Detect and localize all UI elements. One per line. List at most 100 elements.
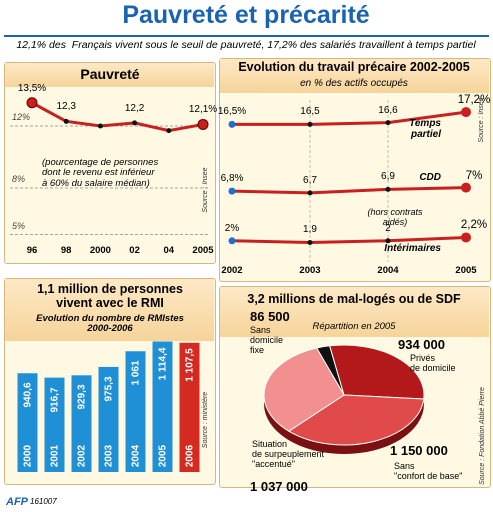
pie-slice bbox=[287, 394, 425, 446]
slice-label: Sans domicile fixe bbox=[250, 325, 284, 355]
x-tick-label: 2003 bbox=[103, 444, 114, 468]
value-label: 916,7 bbox=[49, 387, 60, 413]
page-subtitle: 12,1% des Français vivent sous le seuil … bbox=[16, 39, 476, 51]
value-label: 6,7 bbox=[303, 174, 317, 186]
bar bbox=[152, 341, 173, 472]
y-tick-label: 12% bbox=[12, 112, 31, 122]
line bbox=[231, 235, 467, 244]
value-label: 16,5% bbox=[217, 106, 247, 118]
panel bbox=[4, 62, 216, 264]
value-label: 2,2% bbox=[460, 219, 488, 232]
value-label: 1 061 bbox=[130, 360, 141, 386]
y-tick-label: 8% bbox=[12, 174, 26, 184]
panel-subtitle: Evolution du nombre de RMIstes 2000-2006 bbox=[36, 313, 184, 335]
source: Source : Fondation Abbé Pierre bbox=[479, 387, 487, 485]
page-title: Pauvreté et précarité bbox=[122, 1, 370, 29]
x-tick-label: 2003 bbox=[299, 265, 321, 276]
value-label: 6,9 bbox=[381, 171, 395, 183]
value-label: 2 bbox=[385, 222, 391, 234]
panel-subtitle: en % des actifs occupés bbox=[300, 78, 408, 89]
bar bbox=[44, 377, 65, 472]
x-tick-label: 2000 bbox=[22, 444, 33, 468]
legend-label: Intérimaires bbox=[384, 243, 441, 255]
value-label: 975,3 bbox=[103, 376, 114, 402]
point bbox=[97, 123, 103, 129]
panel-header bbox=[220, 59, 489, 93]
line bbox=[232, 110, 467, 126]
point bbox=[461, 107, 471, 118]
value-label: 1 150 000 bbox=[390, 443, 448, 458]
value-label: 16,5 bbox=[300, 106, 320, 118]
point bbox=[461, 232, 471, 243]
x-tick-label: 2004 bbox=[130, 444, 141, 468]
panel-title: 3,2 millions de mal-logés ou de SDF bbox=[247, 292, 461, 306]
panel bbox=[219, 58, 491, 282]
legend-label: Temps partiel bbox=[409, 118, 441, 141]
x-tick-label: 96 bbox=[26, 245, 38, 256]
point bbox=[166, 128, 172, 134]
point bbox=[385, 238, 391, 244]
value-label: 1 114,4 bbox=[157, 347, 168, 380]
source: Source : Insee bbox=[478, 97, 486, 143]
x-tick-label: 2000 bbox=[89, 245, 111, 256]
point bbox=[228, 187, 236, 195]
point bbox=[307, 121, 313, 127]
slice-label: Sans "confort de base" bbox=[394, 461, 463, 481]
panel-header bbox=[220, 287, 489, 337]
panel-subtitle: Répartition en 2005 bbox=[312, 321, 396, 332]
value-label: 12,1% bbox=[188, 104, 218, 116]
panel-header bbox=[5, 63, 214, 87]
panel-title: Pauvreté bbox=[80, 66, 140, 82]
x-tick-label: 2005 bbox=[192, 245, 214, 256]
point bbox=[228, 120, 236, 128]
value-label: 12,3 bbox=[56, 101, 76, 113]
credit-code: 161007 bbox=[30, 497, 57, 506]
x-tick-label: 2006 bbox=[184, 444, 195, 468]
point bbox=[197, 118, 209, 130]
value-label: 12,2 bbox=[124, 102, 145, 114]
logo: AFP bbox=[6, 496, 28, 508]
pie-slice bbox=[329, 344, 425, 400]
legend-label: CDD bbox=[419, 171, 441, 183]
bar bbox=[98, 366, 119, 472]
line bbox=[231, 186, 467, 195]
value-label: 6,8% bbox=[220, 173, 244, 185]
panel-header bbox=[5, 279, 214, 341]
point bbox=[307, 190, 313, 196]
pie-slice bbox=[263, 347, 345, 432]
bar bbox=[17, 373, 38, 472]
x-tick-label: 2005 bbox=[157, 444, 168, 468]
point bbox=[228, 237, 236, 245]
value-label: 940,6 bbox=[22, 382, 33, 408]
point bbox=[385, 120, 391, 126]
point bbox=[385, 186, 391, 192]
bar bbox=[179, 342, 200, 472]
value-label: 13,5% bbox=[17, 82, 47, 94]
value-label: 7% bbox=[465, 169, 483, 182]
point bbox=[307, 239, 313, 245]
bar bbox=[125, 351, 146, 472]
panel-title: 1,1 million de personnes vivent avec le … bbox=[37, 282, 183, 310]
value-label: 929,3 bbox=[76, 384, 87, 410]
bar bbox=[71, 375, 92, 472]
slice-label: Privés de domicile bbox=[410, 353, 456, 373]
line bbox=[31, 101, 204, 133]
x-tick-label: 2002 bbox=[221, 265, 243, 276]
y-tick-label: 5% bbox=[12, 220, 26, 231]
x-tick-label: 2002 bbox=[76, 444, 87, 468]
point bbox=[132, 120, 138, 126]
value-label: 2% bbox=[224, 222, 240, 234]
x-tick-label: 2005 bbox=[455, 265, 477, 276]
x-tick-label: 02 bbox=[129, 245, 140, 256]
annotation: (hors contrats aidés) bbox=[367, 207, 423, 227]
slice-label: Situation de surpeuplement "accentué" bbox=[252, 439, 325, 469]
point bbox=[461, 182, 471, 193]
value-label: 86 500 bbox=[250, 309, 290, 324]
value-label: 934 000 bbox=[398, 337, 445, 352]
x-tick-label: 98 bbox=[60, 245, 72, 256]
annotation: (pourcentage de personnes dont le revenu… bbox=[42, 157, 159, 189]
point bbox=[63, 118, 69, 124]
value-label: 16,6 bbox=[378, 104, 398, 116]
